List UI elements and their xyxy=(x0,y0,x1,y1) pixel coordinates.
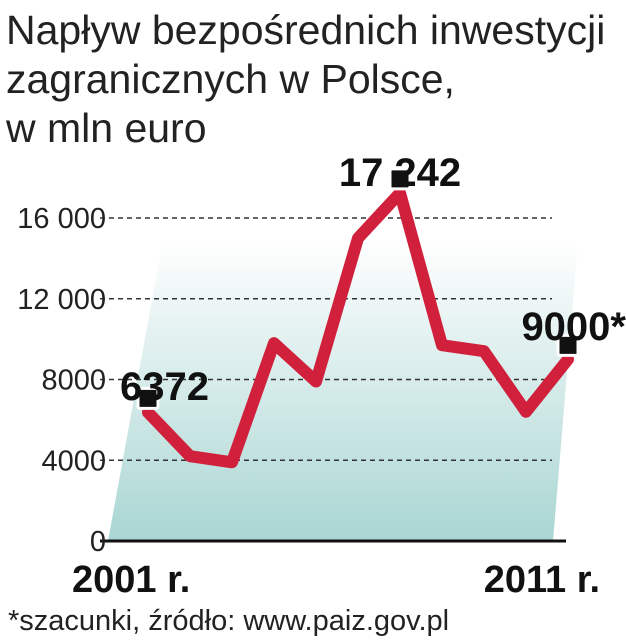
y-tick-label: 8000 xyxy=(41,365,106,397)
x-axis-labels: 2001 r. 2011 r. xyxy=(72,559,600,601)
y-tick-label: 0 xyxy=(90,526,106,558)
y-tick-label: 12 000 xyxy=(17,284,106,316)
footnote: *szacunki, źródło: www.paiz.gov.pl xyxy=(8,605,449,637)
data-labels: 6372 17 242 9000* xyxy=(120,151,626,409)
x-label-2011: 2011 r. xyxy=(484,559,600,601)
chart-title-line-1: Napływ bezpośrednich inwestycji xyxy=(6,7,605,53)
data-label-2001: 6372 xyxy=(120,365,209,409)
data-label-2007: 17 242 xyxy=(339,151,461,195)
y-axis-ticks: 0 4000 8000 12 000 16 000 xyxy=(17,203,106,558)
annotation-markers xyxy=(136,167,580,410)
y-tick-label: 16 000 xyxy=(17,203,106,235)
gridlines xyxy=(100,217,566,543)
series-line xyxy=(142,186,574,469)
chart-title-line-2: zagranicznych w Polsce, xyxy=(6,56,455,102)
x-label-2001: 2001 r. xyxy=(72,559,190,601)
data-label-2011: 9000* xyxy=(521,305,626,349)
marker-2011 xyxy=(556,333,580,357)
marker-2001 xyxy=(136,386,160,410)
chart-title-line-3: w mln euro xyxy=(5,105,207,151)
y-tick-label: 4000 xyxy=(41,445,106,477)
marker-2007 xyxy=(388,167,412,191)
